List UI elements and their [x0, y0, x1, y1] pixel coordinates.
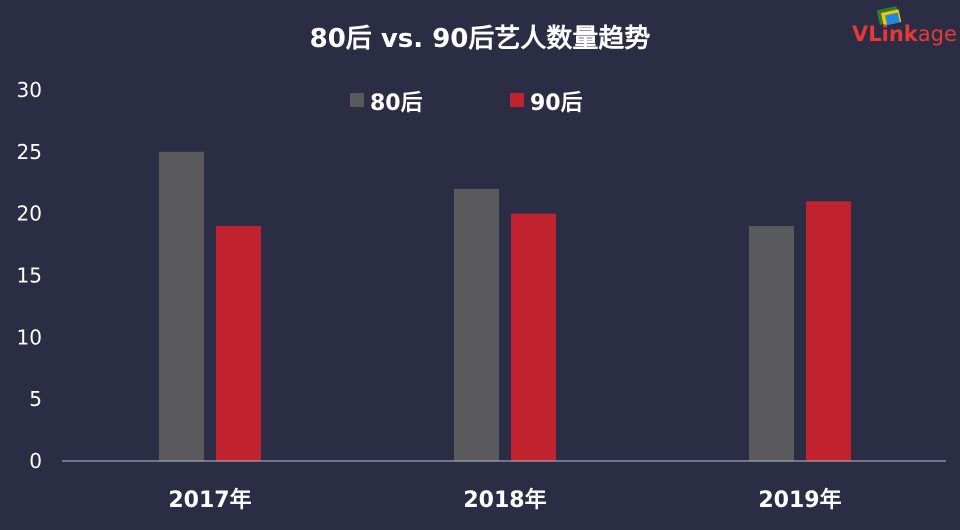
bars [159, 151, 851, 462]
x-axis: 2017年 2018年 2019年 [168, 487, 841, 513]
bar-series2-0 [216, 226, 261, 461]
x-tick-label: 2018年 [463, 487, 546, 513]
y-tick-label: 15 [17, 264, 42, 288]
vlinkage-logo-icon [876, 6, 902, 26]
y-tick-label: 0 [29, 449, 42, 473]
logo-text: VLinkage [852, 22, 957, 46]
legend-label: 90后 [530, 91, 583, 116]
y-axis: 0 5 10 15 20 25 30 [17, 78, 42, 473]
legend-label: 80后 [370, 91, 423, 116]
y-tick-label: 20 [17, 202, 42, 226]
y-tick-label: 5 [29, 387, 42, 411]
x-tick-label: 2017年 [168, 487, 251, 513]
bar-series1-2 [749, 226, 794, 461]
legend-swatch [510, 93, 524, 107]
legend: 80后 90后 [350, 91, 583, 116]
bar-series1-0 [159, 151, 204, 462]
bar-series2-1 [511, 213, 556, 461]
brand-logo: VLinkage [852, 6, 957, 46]
bar-series2-2 [806, 201, 851, 462]
y-tick-label: 10 [17, 325, 42, 349]
x-tick-label: 2019年 [758, 487, 841, 513]
y-tick-label: 30 [17, 78, 42, 102]
legend-swatch [350, 93, 364, 107]
bar-series1-1 [454, 188, 499, 461]
chart-title: 80后 vs. 90后艺人数量趋势 [310, 24, 651, 54]
y-tick-label: 25 [17, 140, 42, 164]
